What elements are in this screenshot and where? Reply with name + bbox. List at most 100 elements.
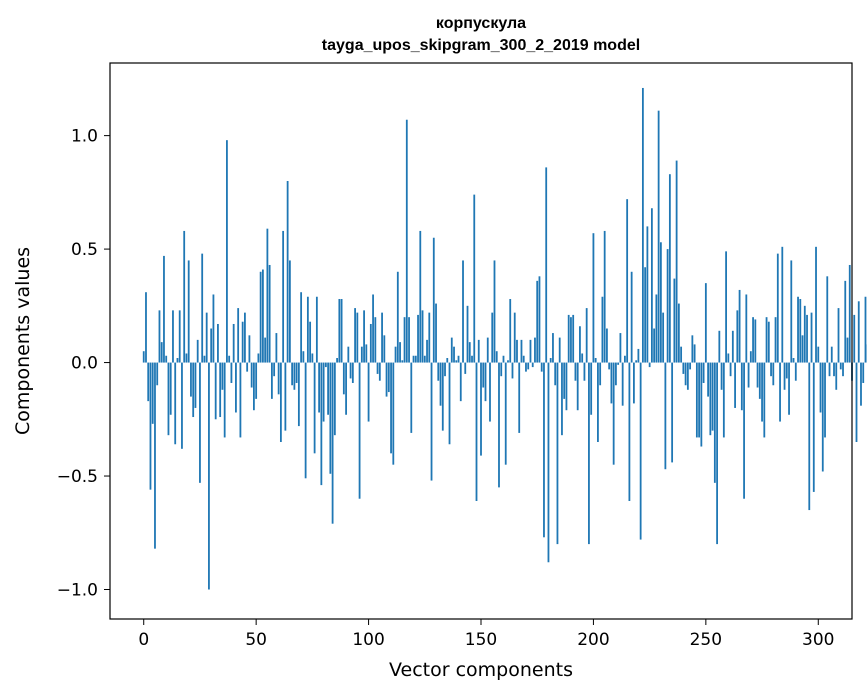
bar: [864, 296, 867, 363]
bar: [475, 362, 478, 501]
bar: [576, 362, 579, 411]
bar: [309, 321, 312, 363]
bar: [680, 346, 683, 363]
bar: [617, 362, 620, 365]
bar: [336, 358, 338, 363]
bar: [428, 312, 431, 363]
bar: [396, 271, 399, 363]
bar: [812, 362, 815, 492]
bar: [498, 362, 500, 488]
bar: [511, 362, 514, 379]
bar: [842, 362, 844, 377]
bar: [536, 280, 539, 363]
bar: [273, 362, 276, 377]
bar: [558, 337, 561, 363]
chart-title: корпускула: [436, 15, 526, 32]
plot-frame: [109, 62, 853, 620]
bar: [659, 242, 662, 363]
bar: [507, 360, 509, 363]
bar: [369, 323, 372, 363]
bar: [567, 314, 570, 363]
bar: [450, 337, 453, 363]
bar: [268, 264, 271, 363]
bar: [333, 362, 336, 436]
bar: [736, 310, 739, 363]
bar: [574, 362, 577, 381]
bar: [635, 360, 638, 363]
bar: [383, 335, 386, 363]
y-tick-label: 1.0: [71, 127, 98, 147]
bar: [228, 355, 231, 363]
bar: [794, 362, 797, 381]
bar: [671, 362, 674, 463]
bar: [673, 278, 676, 363]
bar: [304, 362, 307, 479]
bar: [763, 362, 766, 438]
x-tick-label: 250: [690, 630, 722, 650]
bar: [729, 362, 732, 377]
x-tick-label: 50: [245, 630, 267, 650]
bar: [570, 317, 572, 363]
bar: [147, 362, 150, 402]
bar: [473, 194, 476, 363]
bar: [806, 314, 808, 363]
bar: [262, 269, 264, 363]
bar: [803, 305, 806, 363]
bar: [774, 317, 777, 363]
bar: [610, 362, 613, 404]
bar: [808, 362, 811, 511]
bar: [646, 226, 649, 363]
bar: [244, 312, 246, 363]
bar: [749, 351, 752, 363]
bar: [860, 362, 862, 406]
bar: [419, 230, 422, 363]
bar: [518, 362, 521, 433]
bar: [761, 362, 763, 422]
y-tick-label: 0.0: [71, 354, 98, 374]
bar-series: [142, 87, 867, 590]
bar: [421, 310, 424, 363]
bar: [776, 253, 779, 363]
bar: [417, 314, 419, 363]
bar: [349, 362, 352, 379]
bar: [830, 346, 833, 363]
bar: [527, 362, 530, 370]
bar: [561, 362, 563, 436]
bar: [457, 355, 460, 363]
bar: [313, 362, 316, 454]
bar: [264, 337, 267, 363]
bar: [779, 362, 781, 422]
bar: [612, 362, 615, 465]
bar: [592, 233, 595, 363]
bar: [684, 362, 687, 386]
bar: [259, 271, 262, 363]
bar: [241, 321, 244, 363]
bar: [255, 362, 258, 399]
bar: [163, 255, 165, 363]
bar: [324, 362, 327, 368]
y-axis-ticks: −1.0 −0.5 0.0 0.5 1.0: [57, 127, 110, 600]
bar: [277, 362, 280, 395]
bar: [412, 355, 415, 363]
bar: [437, 362, 440, 381]
y-axis-label: Components values: [12, 247, 34, 435]
bar: [367, 362, 370, 422]
bar: [453, 346, 455, 363]
bar: [214, 362, 217, 420]
bar: [392, 362, 395, 465]
bar: [716, 362, 718, 545]
y-tick-label: −0.5: [57, 467, 98, 487]
bar: [648, 362, 651, 368]
bar: [448, 362, 451, 445]
bar: [565, 362, 568, 411]
bar: [239, 362, 242, 438]
bar: [257, 353, 260, 363]
bar: [844, 280, 847, 363]
bar: [394, 346, 397, 363]
bar: [857, 301, 860, 363]
bar: [471, 355, 473, 363]
bar: [158, 310, 161, 363]
bar: [232, 323, 235, 363]
bar: [342, 362, 345, 395]
